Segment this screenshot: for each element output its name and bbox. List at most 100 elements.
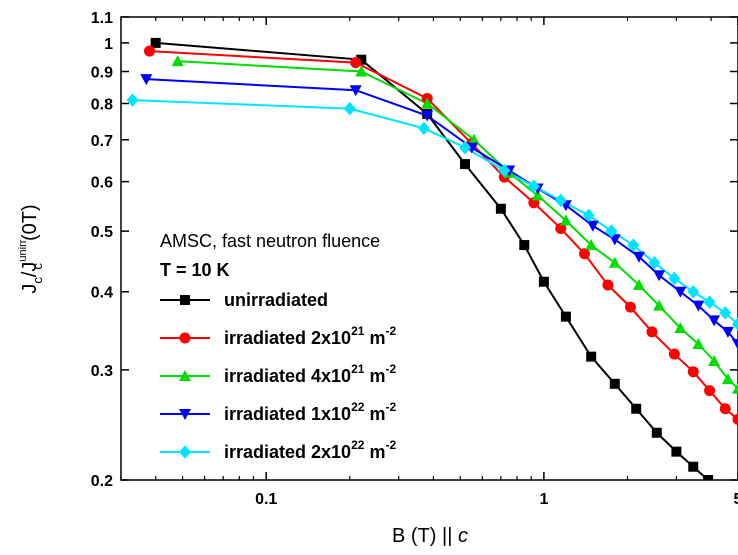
- data-point-2: [350, 57, 362, 69]
- data-point-1: [609, 378, 620, 389]
- data-point-3: [171, 55, 184, 67]
- data-point-1: [560, 311, 571, 322]
- ticks-layer: [120, 16, 738, 481]
- data-point-1: [688, 461, 699, 472]
- x-tick-label: 1: [539, 491, 548, 508]
- x-axis-label: B (T) || c: [392, 525, 468, 547]
- y-tick-label: 0.6: [91, 175, 113, 192]
- data-point-1: [538, 276, 549, 287]
- y-tick-label: 0.7: [91, 133, 113, 150]
- data-point-3: [692, 337, 705, 349]
- tick-labels-layer: 0.1 1 5 0.2 0.3 0.4 0.5 0.6 0.7 0.8 0.9 1 1.1: [91, 10, 738, 508]
- series-line-4: [146, 78, 738, 345]
- data-point-5: [648, 256, 661, 270]
- data-point-4: [632, 251, 645, 263]
- data-point-4: [349, 85, 362, 97]
- legend-label-2: irradiated 2x1021 m-2: [224, 324, 396, 348]
- y-tick-label: 1: [104, 36, 113, 53]
- y-tick-label: 0.4: [91, 285, 113, 302]
- data-point-4: [653, 270, 666, 282]
- data-point-4: [708, 315, 721, 327]
- legend-header-temperature: T = 10 K: [160, 260, 230, 280]
- data-point-4: [721, 326, 734, 338]
- data-point-4: [586, 220, 599, 232]
- data-point-3: [721, 373, 734, 385]
- data-point-1: [150, 37, 161, 48]
- data-point-5: [554, 193, 567, 208]
- data-point-5: [126, 93, 139, 107]
- data-point-5: [605, 224, 618, 238]
- y-tick-label: 0.3: [91, 363, 113, 380]
- legend-label-4: irradiated 1x1022 m-2: [224, 400, 396, 424]
- data-point-2: [646, 326, 658, 338]
- data-point-5: [687, 284, 700, 299]
- plot-frame: [120, 16, 738, 481]
- data-point-1: [495, 203, 506, 214]
- x-tick-label: 5: [734, 491, 738, 508]
- data-point-1: [671, 446, 682, 457]
- data-point-5: [627, 238, 640, 252]
- data-point-1: [460, 159, 471, 170]
- y-tick-label: 1.1: [91, 10, 113, 27]
- legend-marker-1: [180, 295, 190, 305]
- data-point-5: [498, 163, 511, 178]
- data-point-1: [631, 403, 642, 414]
- x-tick-label: 0.1: [255, 491, 277, 508]
- markers-layer: [126, 37, 738, 480]
- data-point-5: [668, 271, 681, 286]
- data-point-2: [144, 45, 156, 57]
- data-point-3: [632, 279, 645, 291]
- data-point-2: [602, 279, 614, 291]
- y-tick-label: 0.2: [91, 473, 113, 490]
- data-point-2: [555, 222, 567, 234]
- data-point-3: [674, 322, 687, 334]
- legend-marker-4: [179, 409, 191, 420]
- data-point-4: [140, 74, 153, 86]
- data-point-2: [732, 413, 738, 425]
- data-point-2: [719, 403, 731, 415]
- data-point-3: [355, 65, 368, 77]
- data-point-2: [704, 385, 716, 397]
- data-point-3: [585, 239, 598, 251]
- data-point-2: [668, 348, 680, 360]
- data-point-5: [703, 295, 716, 309]
- data-point-5: [719, 306, 732, 320]
- y-tick-label: 0.5: [91, 224, 113, 241]
- series-line-5: [132, 99, 738, 325]
- legend-header-sample: AMSC, fast neutron fluence: [160, 231, 380, 251]
- legend-marker-2: [179, 332, 191, 344]
- data-point-3: [531, 189, 544, 201]
- legend: AMSC, fast neutron fluence T = 10 K unirra…: [160, 231, 396, 462]
- data-point-2: [687, 366, 699, 378]
- data-point-2: [578, 248, 590, 260]
- curves-layer: [132, 41, 738, 480]
- data-point-2: [624, 301, 636, 313]
- data-point-3: [732, 382, 738, 394]
- data-point-4: [692, 300, 705, 312]
- data-point-4: [421, 110, 434, 122]
- data-point-3: [467, 133, 480, 145]
- data-point-3: [608, 256, 621, 268]
- data-point-1: [703, 475, 714, 480]
- legend-label-5: irradiated 2x1022 m-2: [224, 438, 396, 462]
- legend-marker-3: [179, 370, 191, 381]
- data-point-3: [421, 97, 434, 109]
- data-point-3: [708, 354, 721, 366]
- data-point-5: [527, 179, 540, 193]
- data-point-3: [559, 214, 572, 226]
- data-point-1: [586, 351, 597, 362]
- y-tick-label: 0.8: [91, 96, 113, 113]
- data-point-5: [343, 101, 356, 116]
- data-point-5: [459, 140, 472, 155]
- data-point-4: [732, 338, 738, 350]
- data-point-5: [417, 121, 430, 136]
- y-tick-label: 0.9: [91, 65, 113, 82]
- data-point-4: [674, 286, 687, 298]
- data-point-5: [732, 317, 738, 331]
- data-point-1: [519, 240, 530, 251]
- data-point-1: [356, 54, 367, 65]
- legend-label-1: unirradiated: [224, 290, 328, 310]
- legend-marker-5: [179, 445, 191, 459]
- legend-label-3: irradiated 4x1021 m-2: [224, 362, 396, 386]
